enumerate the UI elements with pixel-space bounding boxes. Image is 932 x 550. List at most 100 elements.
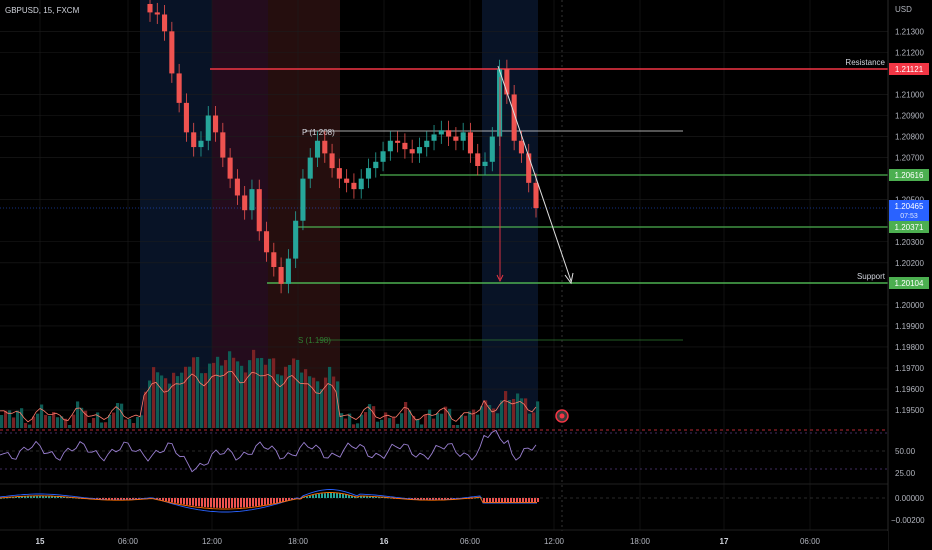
candle-body [212, 115, 219, 133]
volume-bar [32, 416, 36, 428]
candle-body [395, 140, 401, 143]
macd-hist-bar [21, 496, 23, 498]
macd-hist-bar [276, 498, 278, 503]
candle-body [482, 161, 488, 167]
volume-bar [48, 415, 52, 428]
candle-body [344, 178, 350, 183]
volume-bar [336, 381, 340, 428]
macd-hist-bar [168, 498, 170, 502]
volume-bar [532, 412, 536, 428]
volume-bar [320, 389, 324, 428]
macd-hist-bar [438, 498, 440, 500]
candle-body [191, 132, 197, 148]
volume-bar [464, 415, 468, 428]
macd-hist-bar [0, 498, 2, 499]
candle-body [263, 231, 270, 253]
volume-bar [288, 364, 292, 428]
resistance-price-badge [889, 63, 929, 75]
macd-hist-bar [129, 498, 131, 500]
lower-green-price-badge [889, 221, 929, 233]
volume-bar [176, 376, 180, 428]
time-tick-label: 18:00 [288, 537, 309, 546]
macd-hist-bar [255, 498, 257, 507]
candle-body [504, 69, 510, 95]
time-tick-label: 18:00 [630, 537, 651, 546]
volume-bar [412, 415, 416, 428]
upper-green-price-value: 1.20616 [895, 171, 924, 180]
macd-hist-bar [174, 498, 176, 503]
macd-hist-bar [324, 493, 326, 498]
macd-hist-bar [321, 493, 323, 498]
macd-hist-bar [228, 498, 230, 508]
volume-bar [472, 409, 476, 428]
volume-bar [312, 377, 316, 428]
macd-hist-bar [492, 498, 494, 502]
candle-body [220, 132, 226, 158]
volume-bar [64, 418, 68, 428]
candle-body [227, 157, 233, 179]
macd-hist-bar [240, 498, 242, 508]
macd-hist-bar [525, 498, 527, 502]
macd-hist-bar [288, 498, 290, 501]
macd-hist-bar [504, 498, 506, 502]
volume-bar [248, 360, 252, 428]
candle-body [533, 182, 539, 209]
volume-bar [296, 359, 300, 428]
candle-body [511, 94, 517, 141]
macd-hist-bar [120, 498, 122, 500]
red-arrow-head [496, 274, 504, 283]
volume-bar [396, 423, 400, 428]
macd-hist-bar [471, 498, 473, 499]
macd-hist-bar [306, 496, 308, 498]
alert-bubble-icon[interactable] [555, 409, 569, 423]
volume-bar [196, 356, 200, 428]
volume-bar [84, 410, 88, 428]
candle-body [402, 142, 408, 150]
candle-body [424, 140, 430, 148]
horizontal-levels[interactable]: Resistance P (1.208) Support S (1.198) [0, 0, 888, 550]
price-axis[interactable] [888, 0, 932, 550]
volume-bar [448, 408, 452, 428]
volume-bar [276, 374, 280, 428]
symbol-title[interactable]: GBPUSD, 15, FXCM [5, 6, 80, 15]
time-axis[interactable] [0, 531, 888, 550]
volume-bar [328, 366, 332, 428]
macd-hist-bar [222, 498, 224, 508]
candle-body [453, 136, 459, 141]
macd-hist-bar [108, 498, 110, 500]
volume-bar [88, 422, 92, 428]
drawing-tools[interactable] [496, 65, 574, 285]
macd-hist-bar [345, 494, 347, 498]
volume-bar [512, 398, 516, 428]
macd-hist-bar [213, 498, 215, 508]
macd-hist-bar [198, 498, 200, 507]
volume-bar [400, 413, 404, 428]
volume-bar [228, 351, 232, 428]
macd-hist-bar [510, 498, 512, 502]
volume-bar [368, 404, 372, 428]
macd-hist-bar [156, 498, 158, 500]
macd-hist-bar [534, 498, 536, 502]
trend-arrow-line[interactable] [497, 65, 572, 282]
volume-bar [416, 419, 420, 428]
volume-bar [480, 406, 484, 428]
macd-hist-bar [339, 493, 341, 498]
lower-green-price-value: 1.20371 [895, 223, 924, 232]
volume-bar [272, 358, 276, 428]
resistance-price-value: 1.21121 [895, 65, 924, 74]
volume-bar [268, 358, 272, 428]
volume-bar [468, 411, 472, 428]
volume-bar [96, 412, 100, 428]
volume-bar [44, 414, 48, 428]
candle-body [365, 168, 372, 179]
candle-body [380, 151, 386, 162]
volume-bar [516, 393, 520, 428]
macd-hist-bar [48, 496, 50, 498]
candle-body [489, 136, 495, 162]
macd-hist-bar [375, 496, 377, 498]
volume-bar [108, 414, 112, 428]
candle-body [285, 258, 291, 284]
volume-bar [244, 372, 248, 428]
